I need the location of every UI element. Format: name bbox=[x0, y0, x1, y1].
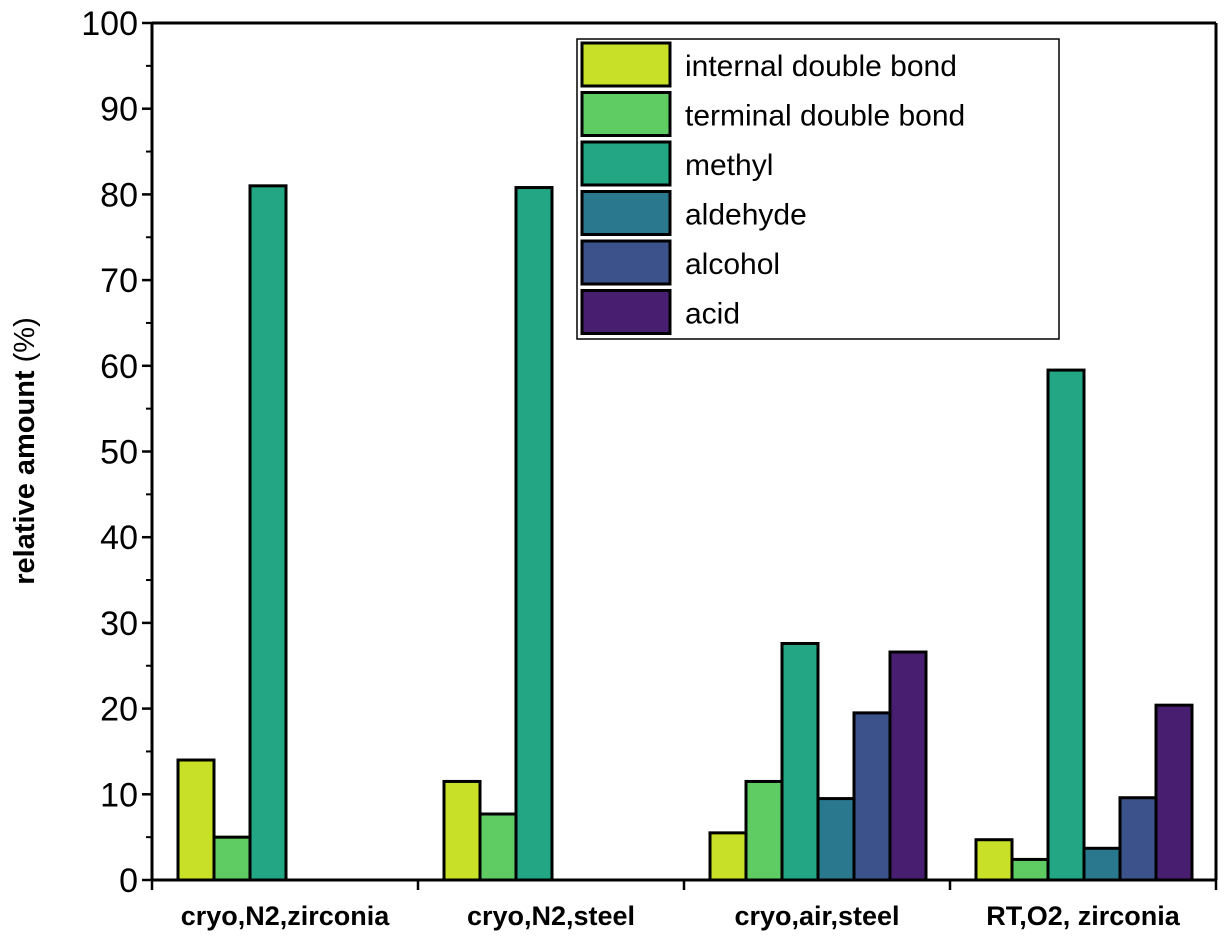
y-tick-label: 20 bbox=[100, 691, 138, 729]
legend-label: methyl bbox=[685, 149, 773, 182]
legend-label: acid bbox=[685, 298, 740, 331]
legend-label: alcohol bbox=[685, 248, 780, 281]
x-tick-label: cryo,air,steel bbox=[734, 901, 899, 931]
legend-swatch bbox=[580, 91, 672, 137]
bar bbox=[442, 779, 482, 882]
bar bbox=[974, 838, 1014, 882]
legend-swatch bbox=[580, 140, 672, 187]
legend-swatch bbox=[580, 41, 672, 88]
y-tick-label: 90 bbox=[100, 91, 138, 129]
y-axis-title: relative amount (%) bbox=[9, 317, 41, 585]
bar bbox=[176, 758, 216, 882]
y-axis-title-unit: (%) bbox=[9, 317, 41, 370]
y-tick-label: 40 bbox=[100, 519, 138, 557]
legend-label: aldehyde bbox=[685, 199, 807, 232]
bar bbox=[852, 711, 892, 882]
y-tick-label: 80 bbox=[100, 176, 138, 214]
legend-swatch bbox=[580, 289, 672, 335]
legend-label: internal double bond bbox=[685, 50, 957, 83]
y-axis-ticks: 0 10 20 30 40 50 60 70 80 90 100 bbox=[81, 5, 152, 900]
legend-label: terminal double bond bbox=[685, 100, 965, 133]
y-tick-label: 50 bbox=[100, 434, 138, 472]
x-axis-ticks bbox=[150, 880, 1218, 890]
x-tick-label: cryo,N2,steel bbox=[467, 901, 635, 931]
x-tick-label: RT,O2, zirconia bbox=[986, 901, 1181, 931]
y-tick-label: 0 bbox=[119, 862, 138, 900]
bar bbox=[744, 779, 784, 882]
bar bbox=[1118, 796, 1158, 882]
bar bbox=[1154, 703, 1194, 882]
legend: internal double bond terminal double bond… bbox=[576, 38, 1060, 340]
bar bbox=[1010, 857, 1050, 882]
bar bbox=[514, 186, 554, 882]
x-tick-label: cryo,N2,zirconia bbox=[181, 901, 391, 931]
bar bbox=[248, 184, 288, 882]
bar bbox=[478, 812, 518, 882]
y-tick-label: 100 bbox=[81, 5, 138, 43]
bar bbox=[708, 831, 748, 882]
y-tick-label: 60 bbox=[100, 348, 138, 386]
bar bbox=[212, 835, 252, 882]
bar bbox=[1082, 846, 1122, 882]
x-axis-tick-labels: cryo,N2,zirconia cryo,N2,steel cryo,air,st… bbox=[181, 901, 1181, 931]
bar bbox=[780, 641, 820, 882]
bar bbox=[888, 650, 928, 882]
legend-swatch bbox=[580, 239, 672, 286]
y-axis-title-main: relative amount bbox=[9, 370, 41, 585]
legend-swatch bbox=[580, 190, 672, 236]
y-tick-label: 70 bbox=[100, 262, 138, 300]
bar bbox=[1046, 368, 1086, 882]
bar-series bbox=[176, 184, 1194, 882]
y-tick-label: 30 bbox=[100, 605, 138, 643]
y-tick-label: 10 bbox=[100, 776, 138, 814]
bar bbox=[816, 797, 856, 882]
